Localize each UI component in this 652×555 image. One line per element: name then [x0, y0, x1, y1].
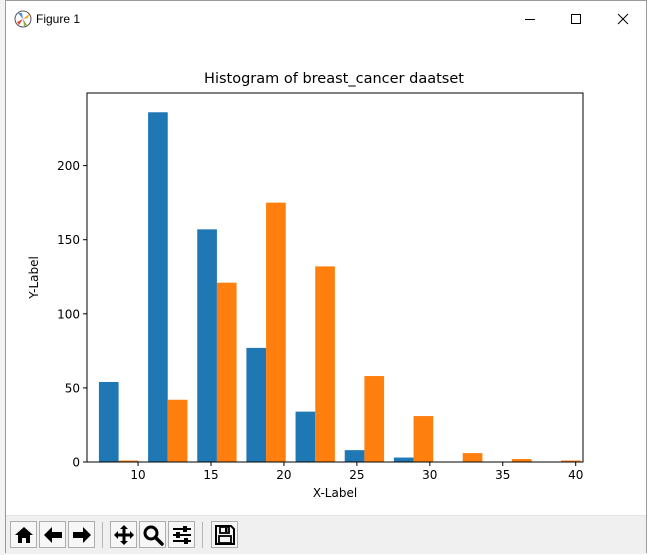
histogram-bar	[413, 416, 434, 462]
x-tick-label: 15	[203, 468, 218, 482]
histogram-bar	[295, 411, 316, 462]
histogram-bar	[511, 459, 532, 462]
histogram-bar	[98, 381, 119, 462]
close-icon	[617, 13, 629, 25]
x-tick-label: 25	[349, 468, 364, 482]
navigation-toolbar	[6, 515, 646, 554]
arrow-right-icon	[72, 526, 91, 543]
window-title: Figure 1	[36, 12, 81, 26]
home-icon	[14, 526, 33, 543]
y-ticks-group: 0 50 100 150 200	[57, 159, 87, 470]
toolbar-separator	[202, 522, 203, 548]
back-button[interactable]	[39, 521, 66, 548]
toolbar-separator	[102, 522, 103, 548]
histogram-bar	[561, 460, 581, 462]
y-axis-label: Y-Label	[27, 256, 41, 300]
x-tick-label: 20	[276, 468, 291, 482]
matplotlib-app-icon	[14, 10, 32, 28]
y-tick-label: 50	[65, 381, 80, 395]
close-button[interactable]	[600, 1, 646, 37]
x-tick-label: 35	[495, 468, 510, 482]
save-button[interactable]	[211, 521, 238, 548]
x-ticks-group: 10 15 20 25 30 35 40	[130, 462, 583, 482]
x-tick-label: 10	[130, 468, 145, 482]
figure-window: Figure 1 Histogram of breast_cancer daat…	[5, 0, 647, 554]
histogram-bar	[246, 347, 267, 462]
y-tick-label: 200	[57, 159, 80, 173]
maximize-icon	[571, 14, 581, 24]
x-axis-label: X-Label	[313, 486, 357, 500]
figure-canvas[interactable]: Histogram of breast_cancer daatset 10 15 2…	[6, 37, 646, 515]
magnifier-icon	[143, 525, 164, 546]
floppy-disk-icon	[214, 524, 235, 545]
histogram-bar	[167, 399, 188, 462]
home-button[interactable]	[10, 521, 37, 548]
bars-group	[98, 112, 581, 462]
x-tick-label: 40	[568, 468, 583, 482]
chart-title: Histogram of breast_cancer daatset	[204, 71, 464, 87]
histogram-bar	[344, 450, 365, 462]
histogram-bar	[216, 282, 237, 462]
background-editor-strip	[0, 0, 6, 555]
histogram-bar	[364, 376, 385, 462]
forward-button[interactable]	[68, 521, 95, 548]
histogram-bar	[315, 266, 335, 462]
arrow-left-icon	[43, 526, 62, 543]
histogram-chart: Histogram of breast_cancer daatset 10 15 2…	[27, 71, 584, 500]
x-tick-label: 30	[422, 468, 437, 482]
maximize-button[interactable]	[553, 1, 599, 37]
title-bar[interactable]: Figure 1	[6, 1, 646, 37]
move-icon	[113, 524, 134, 545]
y-tick-label: 0	[72, 456, 80, 470]
pan-button[interactable]	[110, 521, 137, 548]
y-tick-label: 100	[57, 307, 80, 321]
histogram-bar	[393, 457, 414, 462]
histogram-bar	[118, 460, 139, 462]
histogram-bar	[462, 453, 483, 462]
zoom-button[interactable]	[139, 521, 166, 548]
subplots-button[interactable]	[168, 521, 195, 548]
histogram-bar	[197, 229, 217, 462]
minimize-button[interactable]	[507, 1, 553, 37]
axes-frame	[86, 92, 584, 463]
y-tick-label: 150	[57, 233, 80, 247]
sliders-icon	[172, 525, 191, 544]
minimize-icon	[525, 19, 535, 20]
histogram-bar	[266, 202, 286, 462]
histogram-bar	[148, 112, 168, 462]
